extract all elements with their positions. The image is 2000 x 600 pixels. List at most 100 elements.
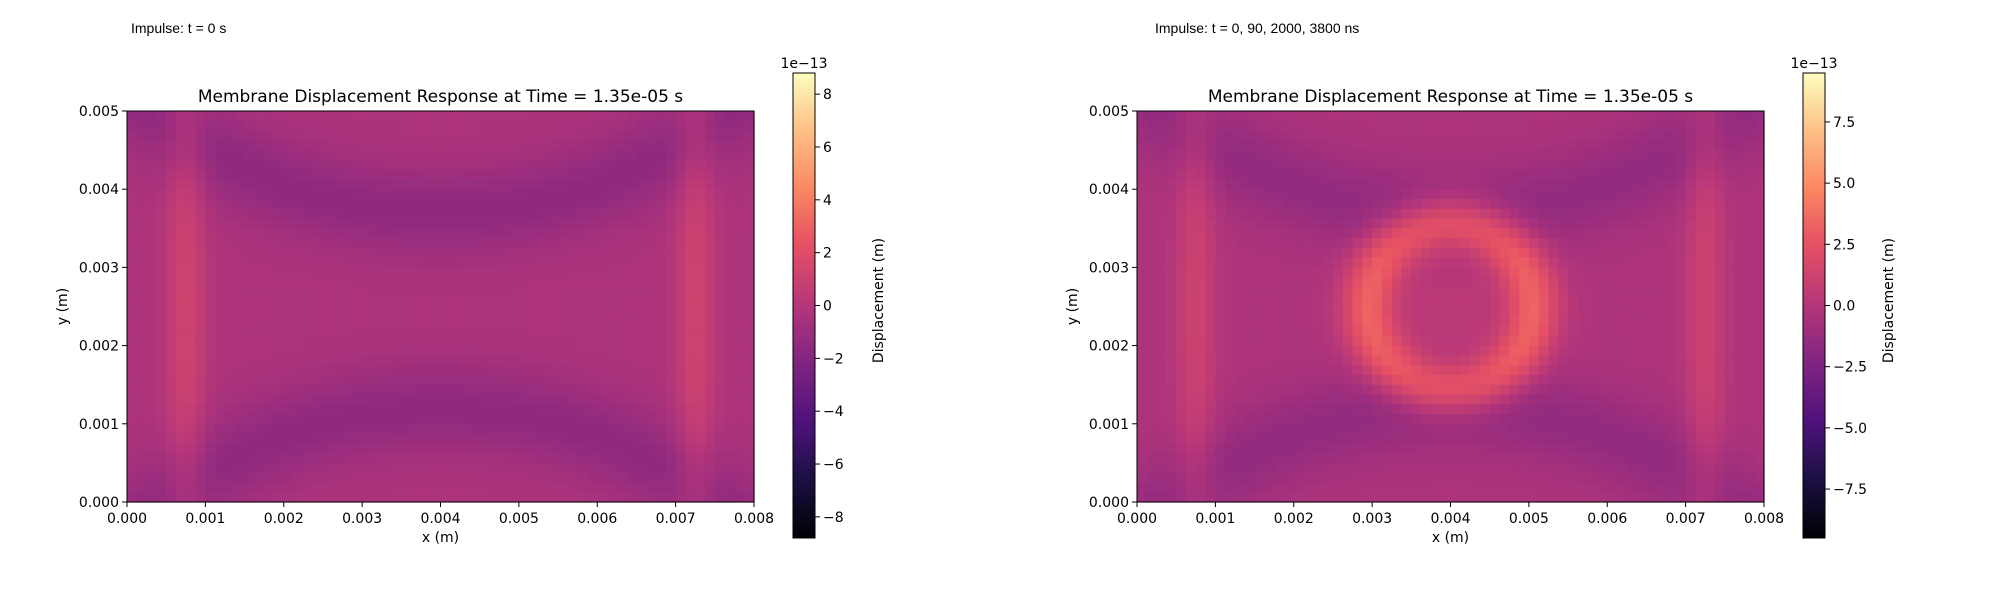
heatmap-cell	[1617, 482, 1628, 493]
heatmap-cell	[1519, 140, 1530, 151]
heatmap-cell	[626, 433, 638, 444]
heatmap-cell	[1254, 189, 1265, 200]
heatmap-cell	[567, 443, 579, 454]
heatmap-cell	[450, 130, 461, 141]
heatmap-cell	[1372, 414, 1383, 425]
heatmap-cell	[509, 228, 520, 239]
heatmap-cell	[1362, 296, 1373, 308]
heatmap-cell	[283, 189, 295, 200]
heatmap-cell	[342, 179, 353, 190]
heatmap-cell	[1430, 384, 1442, 396]
heatmap-cell	[440, 462, 451, 474]
heatmap-cell	[1234, 238, 1246, 249]
heatmap-cell	[1215, 423, 1226, 435]
heatmap-cell	[352, 394, 363, 405]
heatmap-cell	[313, 267, 324, 278]
heatmap-cell	[1215, 140, 1226, 151]
heatmap-cell	[401, 335, 412, 347]
heatmap-cell	[567, 150, 579, 161]
heatmap-cell	[1509, 423, 1520, 435]
heatmap-cell	[322, 238, 334, 249]
heatmap-cell	[548, 355, 559, 366]
heatmap-cell	[1705, 355, 1716, 366]
heatmap-cell	[175, 189, 187, 200]
heatmap-cell	[1705, 218, 1716, 229]
heatmap-cell	[724, 189, 736, 200]
heatmap-cell	[1372, 150, 1383, 161]
heatmap-cell	[1254, 120, 1265, 132]
heatmap-cell	[646, 208, 657, 220]
heatmap-cell	[1548, 111, 1559, 122]
heatmap-cell	[371, 423, 383, 435]
heatmap-cell	[460, 257, 471, 268]
heatmap-cell	[1509, 179, 1520, 190]
heatmap-cell	[293, 316, 304, 327]
heatmap-cell	[1695, 482, 1706, 493]
heatmap-cell	[1528, 247, 1540, 259]
heatmap-cell	[1205, 277, 1216, 288]
heatmap-cell	[1577, 453, 1589, 464]
heatmap-cell	[1430, 159, 1442, 171]
heatmap-cell	[1137, 159, 1148, 171]
heatmap-cell	[1323, 335, 1334, 347]
heatmap-cell	[224, 326, 236, 337]
heatmap-cell	[1274, 374, 1285, 386]
heatmap-cell	[401, 404, 412, 415]
heatmap-cell	[224, 453, 236, 464]
heatmap-cell	[450, 159, 461, 171]
heatmap-cell	[1254, 208, 1265, 220]
heatmap-cell	[430, 345, 442, 356]
heatmap-cell	[205, 423, 216, 435]
heatmap-cell	[1421, 492, 1432, 503]
heatmap-cell	[1283, 159, 1295, 171]
heatmap-cell	[224, 433, 236, 444]
heatmap-cell	[166, 355, 177, 366]
heatmap-cell	[479, 423, 491, 435]
heatmap-cell	[1538, 247, 1550, 259]
heatmap-cell	[1215, 179, 1226, 190]
heatmap-cell	[146, 316, 157, 327]
heatmap-cell	[371, 159, 383, 171]
heatmap-cell	[1479, 189, 1491, 200]
heatmap-cell	[714, 443, 726, 454]
heatmap-cell	[1538, 198, 1550, 210]
heatmap-cell	[1234, 218, 1246, 229]
heatmap-cell	[283, 365, 295, 376]
heatmap-cell	[528, 492, 540, 503]
heatmap-cell	[342, 247, 353, 259]
heatmap-cell	[695, 267, 706, 278]
heatmap-cell	[146, 374, 157, 386]
heatmap-cell	[1146, 150, 1158, 161]
heatmap-cell	[1137, 443, 1148, 454]
heatmap-cell	[1528, 150, 1540, 161]
heatmap-cell	[499, 140, 510, 151]
heatmap-cell	[460, 208, 471, 220]
heatmap-cell	[499, 159, 510, 171]
heatmap-cell	[1577, 394, 1589, 405]
heatmap-cell	[195, 267, 206, 278]
heatmap-cell	[1185, 189, 1197, 200]
heatmap-cell	[234, 198, 246, 210]
heatmap-cell	[401, 228, 412, 239]
heatmap-cell	[185, 345, 197, 356]
heatmap-cell	[430, 159, 442, 171]
heatmap-cell	[1381, 306, 1393, 317]
heatmap-cell	[1293, 286, 1305, 298]
heatmap-cell	[1176, 247, 1187, 259]
heatmap-cell	[1666, 218, 1677, 229]
heatmap-cell	[577, 238, 589, 249]
heatmap-cell	[1568, 198, 1579, 210]
heatmap-cell	[1146, 198, 1158, 210]
heatmap-cell	[1411, 414, 1422, 425]
heatmap-cell	[1489, 414, 1501, 425]
heatmap-cell	[1597, 247, 1608, 259]
heatmap-cell	[322, 433, 334, 444]
heatmap-cell	[489, 120, 500, 132]
heatmap-cell	[1391, 120, 1403, 132]
heatmap-cell	[1528, 345, 1540, 356]
heatmap-cell	[1675, 404, 1687, 415]
heatmap-cell	[518, 140, 530, 151]
heatmap-cell	[567, 316, 579, 327]
heatmap-cell	[1156, 365, 1167, 376]
heatmap-cell	[391, 384, 402, 396]
